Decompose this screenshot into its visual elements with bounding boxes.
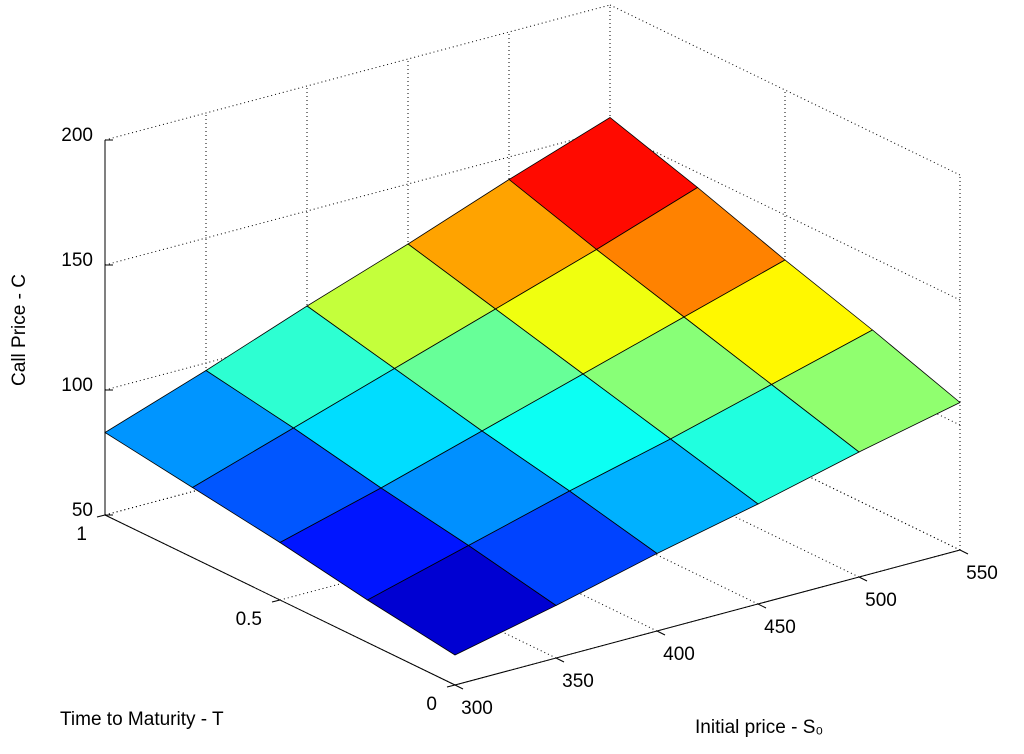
x-tick — [656, 630, 666, 636]
x-axis-label: Initial price - S₀ — [695, 717, 823, 738]
grid-line — [609, 4, 961, 176]
y-tick — [446, 684, 456, 688]
y-tick — [96, 514, 106, 518]
y-tick-label: 0.5 — [236, 609, 262, 630]
z-tick-label: 50 — [72, 500, 93, 521]
x-tick-label: 400 — [663, 644, 695, 665]
z-tick-label: 150 — [61, 250, 93, 271]
x-tick-label: 450 — [764, 617, 796, 638]
grid-line — [609, 129, 961, 301]
x-tick — [757, 603, 767, 609]
x-tick-label: 550 — [966, 563, 998, 584]
y-tick — [271, 599, 281, 603]
y-axis-label: Time to Maturity - T — [60, 709, 224, 730]
x-tick-label: 500 — [865, 590, 897, 611]
z-axis-label: Call Price - C — [9, 274, 30, 386]
x-tick-label: 350 — [562, 671, 594, 692]
y-tick-label: 1 — [76, 524, 87, 545]
z-tick-label: 100 — [61, 375, 93, 396]
surface-patch — [366, 545, 557, 656]
x-tick — [858, 576, 868, 582]
z-tick-label: 200 — [61, 125, 93, 146]
x-tick-label: 300 — [461, 698, 493, 719]
y-tick-label: 0 — [426, 694, 437, 715]
x-axis — [454, 549, 961, 686]
x-tick — [454, 684, 464, 690]
x-tick — [959, 549, 969, 555]
x-tick — [555, 657, 565, 663]
